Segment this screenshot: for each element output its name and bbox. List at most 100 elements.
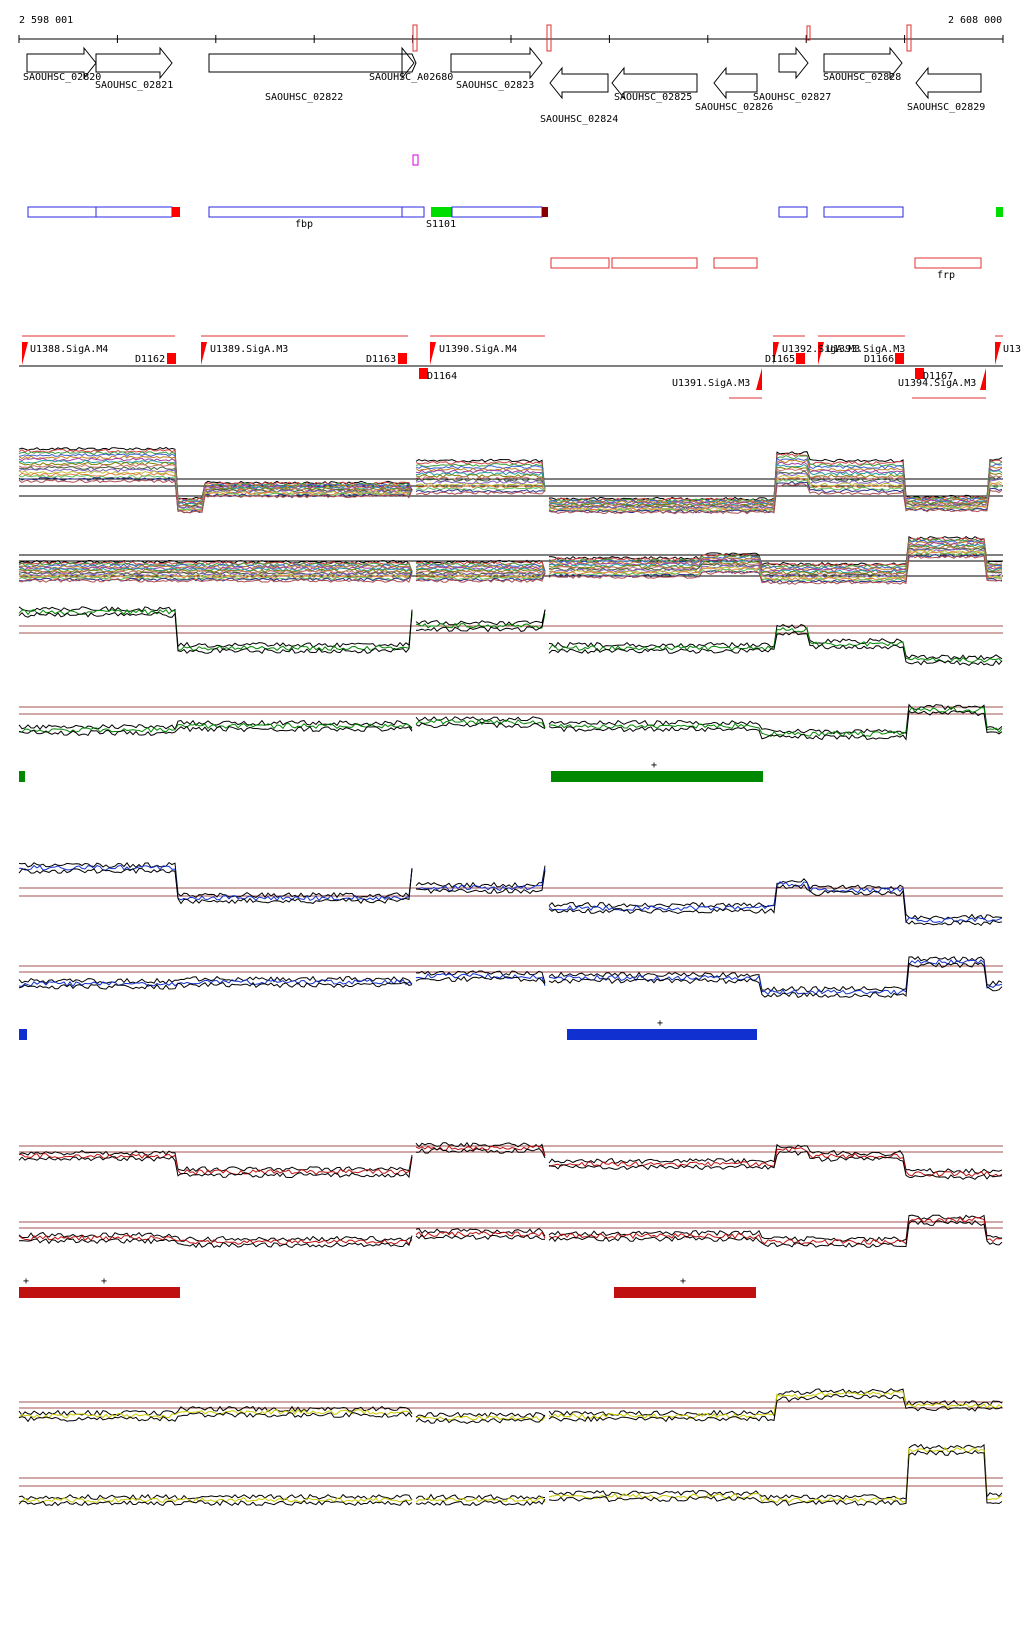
gene-label: SAOUHSC_02823	[456, 80, 534, 91]
expression-profile-line	[18, 476, 1003, 514]
region-marker	[546, 24, 552, 52]
unit-label: U1389.SigA.M3	[210, 344, 288, 355]
segment-bar-blue[interactable]	[19, 1029, 27, 1040]
downshift-label: D1163	[366, 354, 396, 365]
gene-arrow[interactable]	[450, 46, 543, 80]
feature-end	[542, 207, 548, 217]
expression-profile-line	[18, 554, 1003, 585]
signal-line	[18, 1390, 1003, 1421]
gene-label: SAOUHSC_02828	[823, 72, 901, 83]
condition-panel-blue	[18, 861, 1003, 999]
gene-label: SAOUHSC_02825	[614, 92, 692, 103]
feature-marker	[412, 154, 419, 166]
unit-label: U1390.SigA.M4	[439, 344, 517, 355]
forward-feature[interactable]	[451, 206, 543, 218]
unit-start-flag	[995, 342, 1001, 365]
segment-bar-green[interactable]	[19, 771, 25, 782]
coordinate-ruler: 2 598 001 2 608 000	[18, 15, 1004, 52]
signal-line	[19, 1446, 1003, 1504]
downshift-marker[interactable]	[796, 353, 805, 364]
signal-line	[18, 710, 1003, 741]
gene-arrow[interactable]	[26, 46, 97, 80]
gene-arrow[interactable]	[208, 46, 415, 80]
segment-marker: +	[651, 760, 657, 771]
unit-label: U1391.SigA.M3	[672, 378, 750, 389]
segment-bar-red[interactable]	[614, 1287, 756, 1298]
gene-arrow[interactable]	[915, 66, 982, 100]
signal-line	[18, 703, 1003, 735]
signal-line	[18, 1141, 1003, 1174]
downshift-marker[interactable]	[398, 353, 407, 364]
signal-line	[18, 1219, 1003, 1249]
forward-feature[interactable]	[208, 206, 425, 218]
signal-line	[18, 1147, 1003, 1180]
gene-label: SAOUHSC_02821	[95, 80, 173, 91]
unit-label: U1388.SigA.M4	[30, 344, 108, 355]
unit-start-flag	[980, 368, 986, 390]
downshift-marker[interactable]	[419, 368, 428, 379]
segment-bar-red[interactable]	[19, 1287, 180, 1298]
segment-bar-blue[interactable]	[567, 1029, 757, 1040]
signal-line	[18, 1214, 1002, 1243]
transcription-unit-track: U1388.SigA.M4 U1389.SigA.M3 U1390.SigA.M…	[19, 335, 1021, 399]
unit-label: U1392.SigA.M3	[782, 344, 860, 355]
expression-profile-line	[18, 540, 1003, 574]
unit-label: U1393.SigA.M3	[827, 344, 905, 355]
signal-line	[18, 706, 1003, 738]
expression-track-reverse	[18, 535, 1003, 585]
unit-start-flag	[22, 342, 28, 365]
signal-line	[18, 961, 1003, 999]
downshift-marker[interactable]	[167, 353, 176, 364]
gene-arrow[interactable]	[549, 66, 609, 100]
forward-feature[interactable]	[823, 206, 904, 218]
gene-arrow[interactable]	[401, 53, 417, 73]
forward-feature[interactable]	[27, 206, 173, 218]
reverse-feature[interactable]	[611, 257, 698, 269]
forward-feature[interactable]	[778, 206, 808, 218]
gene-label: SAOUHSC_02829	[907, 102, 985, 113]
gene-arrow[interactable]	[778, 46, 809, 80]
segment-marker: +	[23, 1276, 29, 1287]
gene-label: SAOUHSC_02826	[695, 102, 773, 113]
ncrna-feature[interactable]	[996, 207, 1003, 217]
downshift-label: D1165	[765, 354, 795, 365]
gene-arrow[interactable]	[95, 46, 173, 80]
signal-line	[18, 1145, 1003, 1178]
region-marker	[906, 24, 912, 52]
unit-start-flag	[818, 342, 824, 365]
segment-marker: +	[657, 1018, 663, 1029]
gene-labels: SAOUHSC_02820 SAOUHSC_02821 SAOUHSC_0282…	[23, 72, 985, 125]
unit-label: U1394.SigA.M3	[898, 378, 976, 389]
unit-labels: U1388.SigA.M4 U1389.SigA.M3 U1390.SigA.M…	[30, 344, 1021, 389]
reverse-feature-track	[550, 257, 982, 269]
gene-arrow[interactable]	[611, 66, 698, 100]
signal-line	[18, 1394, 1003, 1424]
expression-profiles	[18, 535, 1003, 585]
reverse-feature[interactable]	[713, 257, 758, 269]
reverse-feature[interactable]	[914, 257, 982, 269]
end-coordinate: 2 608 000	[948, 15, 1002, 26]
downshift-marker[interactable]	[895, 353, 904, 364]
unit-start-flag	[201, 342, 207, 365]
signal-line	[18, 1443, 1003, 1501]
feature-label-fbp: fbp	[295, 219, 313, 230]
gene-track	[26, 46, 982, 100]
signal-line	[18, 1449, 1003, 1507]
signal-line	[18, 608, 1003, 663]
downshift-label: D1164	[427, 371, 457, 382]
reverse-feature[interactable]	[550, 257, 610, 269]
expression-profile-line	[18, 542, 1003, 573]
unit-start-flag	[756, 368, 762, 390]
gene-label: SAOUHSC_02827	[753, 92, 831, 103]
ncrna-feature[interactable]	[431, 207, 452, 217]
expression-profile-line	[18, 544, 1003, 575]
downshift-marker[interactable]	[915, 368, 924, 379]
signal-line	[18, 1216, 1003, 1246]
forward-feature-track: fbp S1101	[27, 206, 1003, 230]
segment-bar-green[interactable]	[551, 771, 763, 782]
signal-line	[18, 955, 1003, 993]
gene-arrow[interactable]	[713, 66, 758, 100]
downshift-label: D1162	[135, 354, 165, 365]
gene-arrow[interactable]	[823, 46, 903, 80]
